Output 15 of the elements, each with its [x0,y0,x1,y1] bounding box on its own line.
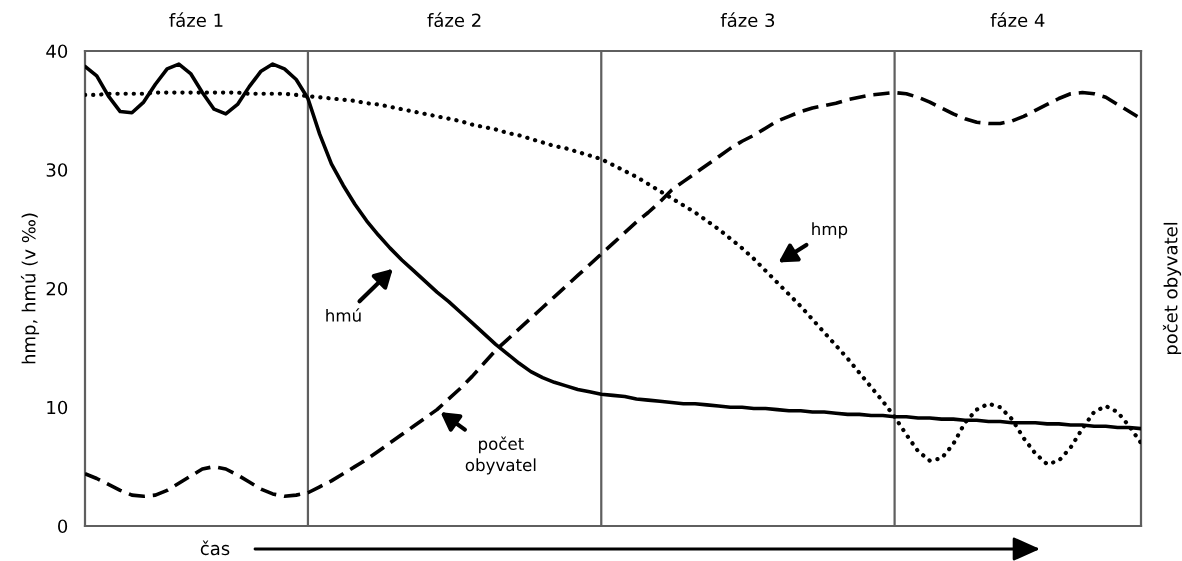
text: fáze 1 [169,12,223,28]
annotation: hmú [326,308,361,322]
y-axis-title: hmp, hmú (v ‰) [20,213,40,364]
y2-axis-title: počet obyvatel [1162,222,1182,355]
annotation: hmp [812,222,848,239]
y-tick-label: 40 [46,44,68,59]
text: fáze 2 [427,12,481,28]
y-tick-label: 10 [47,400,68,415]
annotation: počet obyvatel [465,436,536,475]
text: fáze 3 [720,12,775,28]
y-tick-label: 0 [58,519,68,534]
x-axis-title: čas [200,540,230,556]
y-tick-label: 20 [46,281,68,296]
y-tick-label: 30 [46,163,68,177]
text: fáze 4 [990,12,1045,28]
